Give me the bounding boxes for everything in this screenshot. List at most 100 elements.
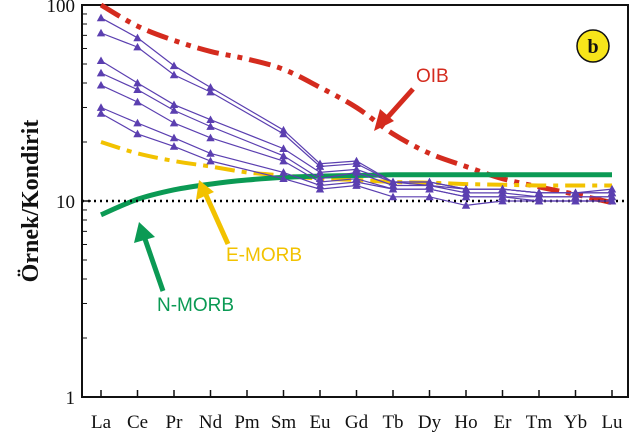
sample-point <box>315 168 325 176</box>
sample-point <box>206 115 215 124</box>
sample-point <box>169 118 179 127</box>
sample-point <box>169 133 179 142</box>
oib-annotation: OIB <box>374 66 449 131</box>
sample-point <box>206 133 215 142</box>
sample-point <box>133 129 142 138</box>
sample-line-3 <box>100 60 612 194</box>
sample-line-4 <box>100 72 612 198</box>
x-tick-label-dy: Dy <box>418 412 442 433</box>
sample-point <box>534 196 544 205</box>
e-morb-label: E-MORB <box>226 245 302 266</box>
sample-point <box>352 168 361 176</box>
sample-point <box>461 192 471 201</box>
sample-point <box>133 97 142 106</box>
oib-arrow-head <box>374 109 394 131</box>
sample-point <box>607 188 617 197</box>
x-tick-label-pm: Pm <box>234 412 260 433</box>
sample-point <box>133 42 142 51</box>
x-tick-label-ce: Ce <box>127 412 148 433</box>
oib-arrow-shaft <box>385 87 415 120</box>
sample-point <box>425 192 434 201</box>
sample-point <box>279 129 288 138</box>
sample-line-6 <box>100 106 612 202</box>
sample-point <box>169 142 179 150</box>
sample-point <box>133 33 142 42</box>
sample-point <box>279 168 288 176</box>
sample-point <box>498 192 507 201</box>
sample-point <box>96 103 106 111</box>
sample-point <box>534 188 544 197</box>
sample-point <box>279 156 288 165</box>
sample-line-5 <box>100 84 612 198</box>
sample-point <box>206 122 215 130</box>
x-tick-label-ho: Ho <box>454 412 477 433</box>
y-tick-label-100: 100 <box>47 0 76 17</box>
sample-point <box>388 192 398 201</box>
sample-point <box>498 196 507 205</box>
sample-point <box>96 68 106 77</box>
x-tick-label-sm: Sm <box>271 412 297 433</box>
sample-point <box>169 70 179 79</box>
sample-point <box>133 78 142 87</box>
sample-point <box>498 184 507 193</box>
sample-point <box>315 184 325 193</box>
sample-point <box>206 87 215 96</box>
sample-point <box>571 188 580 197</box>
sample-point <box>607 192 617 201</box>
sample-point <box>571 196 580 205</box>
sample-point <box>315 162 325 170</box>
sample-point <box>169 106 179 114</box>
sample-point <box>96 13 106 22</box>
n-morb-label: N-MORB <box>157 295 234 316</box>
sample-point <box>461 184 471 193</box>
y-tick-label-1: 1 <box>66 388 76 409</box>
sample-point <box>279 174 288 183</box>
panel-badge-label: b <box>587 36 598 58</box>
x-tick-label-eu: Eu <box>309 412 331 433</box>
panel-badge-circle <box>576 29 610 63</box>
n-morb-arrow-head <box>134 222 155 243</box>
sample-point <box>96 109 106 117</box>
e-morb-arrow-shaft <box>203 193 231 246</box>
x-tick-label-tb: Tb <box>382 412 403 433</box>
x-tick-label-pr: Pr <box>166 412 184 433</box>
sample-point <box>96 28 106 37</box>
sample-point <box>96 56 106 65</box>
sample-point <box>206 149 215 157</box>
sample-point <box>133 118 142 127</box>
sample-line-7 <box>100 112 612 207</box>
sample-point <box>498 188 507 197</box>
sample-point <box>169 61 179 70</box>
sample-point <box>279 151 288 160</box>
e-morb-annotation: E-MORB <box>196 180 302 266</box>
e-morb-arrow-head <box>196 180 214 200</box>
sample-point <box>607 196 617 205</box>
x-tick-label-la: La <box>91 412 112 433</box>
x-tick-label-nd: Nd <box>199 412 223 433</box>
sample-point <box>571 192 580 201</box>
x-tick-label-gd: Gd <box>345 412 369 433</box>
sample-point <box>279 144 288 152</box>
sample-point <box>96 80 106 89</box>
sample-point <box>206 156 215 165</box>
panel-badge: b <box>576 29 610 63</box>
sample-point <box>461 201 471 209</box>
x-tick-label-er: Er <box>494 412 513 433</box>
sample-point <box>279 125 288 134</box>
sample-point <box>461 188 471 197</box>
n-morb-arrow-shaft <box>142 238 166 292</box>
sample-point <box>352 159 361 168</box>
sample-point <box>169 100 179 109</box>
axis-ticks: La Ce Pr Nd Pm Sm Eu Gd Tb Dy Ho Er Tm Yb Lu 1 10 100 <box>47 0 624 433</box>
n-morb-annotation: N-MORB <box>134 222 234 316</box>
y-axis-title: Örnek/Kondirit <box>18 120 44 283</box>
sample-point <box>133 85 142 93</box>
x-tick-label-lu: Lu <box>601 412 623 433</box>
x-tick-label-yb: Yb <box>564 412 587 433</box>
sample-point <box>352 181 361 189</box>
sample-point <box>388 184 398 193</box>
x-tick-label-tm: Tm <box>526 412 553 433</box>
sample-point <box>534 192 544 201</box>
y-tick-label-10: 10 <box>56 192 75 213</box>
